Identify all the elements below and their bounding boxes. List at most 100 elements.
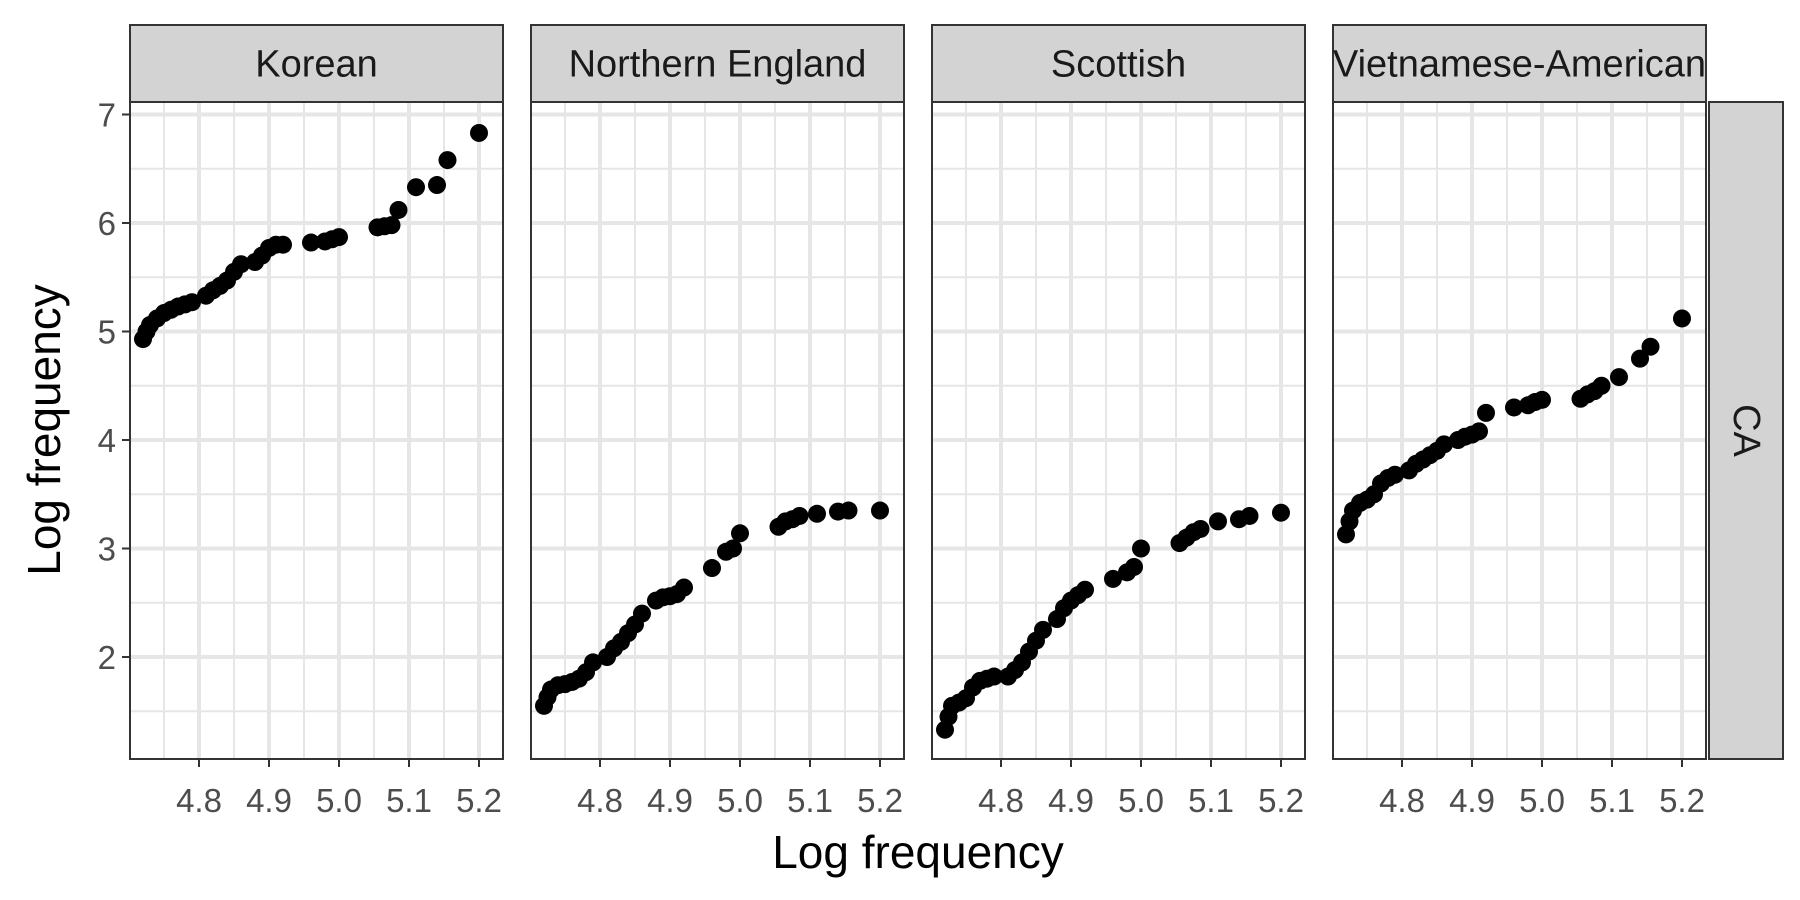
x-tick-label: 4.8 [978,782,1024,819]
panel-strip-background [129,24,504,103]
data-point [1631,349,1649,368]
panel-grid [1333,102,1706,759]
x-axis-title: Log frequency [772,826,1064,878]
data-point [428,176,446,195]
data-point [1610,368,1628,387]
data-point [1592,376,1611,395]
y-tick-label: 5 [98,314,116,351]
panel-points [936,503,1290,739]
x-tick-label: 5.1 [386,782,432,819]
x-tick-label: 5.0 [717,782,763,819]
panel-scottish: Scottish [931,24,1306,760]
data-point [985,667,1003,686]
y-tick-label: 2 [98,639,116,676]
x-tick-label: 5.1 [1589,782,1635,819]
data-point [1477,403,1495,422]
data-point [584,653,602,672]
data-point [232,255,250,274]
panel-background [531,102,904,759]
row-strip-background [1708,101,1784,760]
panel-korean: Korean [129,24,504,760]
data-point [1673,309,1691,328]
data-point [1076,580,1094,599]
x-tick-label: 5.0 [1118,782,1164,819]
panel-strip-background [931,24,1306,103]
data-point [438,151,457,170]
data-point [724,539,742,558]
data-point [808,504,826,523]
x-tick-label: 5.0 [1519,782,1565,819]
y-tick-label: 6 [98,205,116,242]
panel-points [134,123,488,349]
panel-points [1337,309,1691,544]
data-point [407,178,425,197]
panel-strip-label: Vietnamese-American [1333,44,1706,86]
data-point [1533,390,1551,409]
x-axis: 4.8 4.9 5.0 5.1 5.2 4.8 4.9 5.0 5.1 5.2 4.8 4.9 5.0 5… [176,759,1705,819]
data-point [731,524,749,543]
data-point [1104,569,1122,588]
data-point [703,559,721,578]
x-axis-panel-vietnamese-american: 4.8 4.9 5.0 5.1 5.2 [1379,759,1705,819]
panel-strip-label: Northern England [569,44,867,86]
panel-background [932,102,1305,759]
data-point [302,233,320,252]
y-tick-label: 3 [98,531,116,568]
x-tick-label: 5.2 [456,782,502,819]
y-tick-label: 7 [98,97,116,134]
y-axis: 2 3 4 5 6 7 [98,97,130,676]
data-point [839,501,858,520]
x-tick-label: 5.0 [316,782,362,819]
panel-points [535,501,889,715]
x-tick-label: 5.2 [1659,782,1705,819]
data-point [330,228,348,247]
panel-background [130,102,503,759]
data-point [1125,557,1143,576]
x-tick-label: 5.2 [1258,782,1304,819]
panel-grid [531,102,904,759]
data-point [274,235,292,254]
data-point [1505,398,1523,417]
data-point [1132,539,1150,558]
data-point [675,578,693,597]
data-point [1272,503,1290,522]
panel-vietnamese-american: Vietnamese-American [1332,24,1707,760]
data-point [633,604,651,623]
panel-strip-label: Korean [255,44,378,86]
x-tick-label: 4.9 [1449,782,1495,819]
data-point [470,123,488,142]
data-point [382,216,401,235]
panel-northern-england: Northern England [530,24,905,760]
data-point [1641,337,1660,356]
data-point [1386,465,1404,484]
x-tick-label: 5.2 [857,782,903,819]
x-tick-label: 4.8 [577,782,623,819]
data-point [389,200,408,219]
row-strip: CA [1708,101,1784,760]
x-tick-label: 5.1 [787,782,833,819]
panel-background [1333,102,1706,759]
x-tick-label: 5.1 [1188,782,1234,819]
data-point [1191,519,1210,538]
panel-strip-label: Scottish [1051,44,1186,86]
data-point [790,506,809,525]
data-point [1435,435,1453,454]
x-axis-panel-northern-england: 4.8 4.9 5.0 5.1 5.2 [577,759,903,819]
x-axis-panel-scottish: 4.8 4.9 5.0 5.1 5.2 [978,759,1304,819]
panels-layer: Korean Northern England Scottish Vietnamese… [129,24,1707,760]
panel-strip-background [530,24,905,103]
panel-strip-background [1332,24,1707,103]
data-point [1034,620,1052,639]
panel-grid [130,102,503,759]
x-tick-label: 4.8 [1379,782,1425,819]
data-point [1240,506,1259,525]
data-point [1209,512,1227,531]
data-point [183,293,201,312]
x-tick-label: 4.9 [1048,782,1094,819]
row-strip-label: CA [1725,404,1767,457]
x-tick-label: 4.9 [647,782,693,819]
panel-grid [932,102,1305,759]
data-point [871,501,889,520]
data-point [1470,422,1488,441]
y-axis-title: Log frequency [18,284,70,576]
